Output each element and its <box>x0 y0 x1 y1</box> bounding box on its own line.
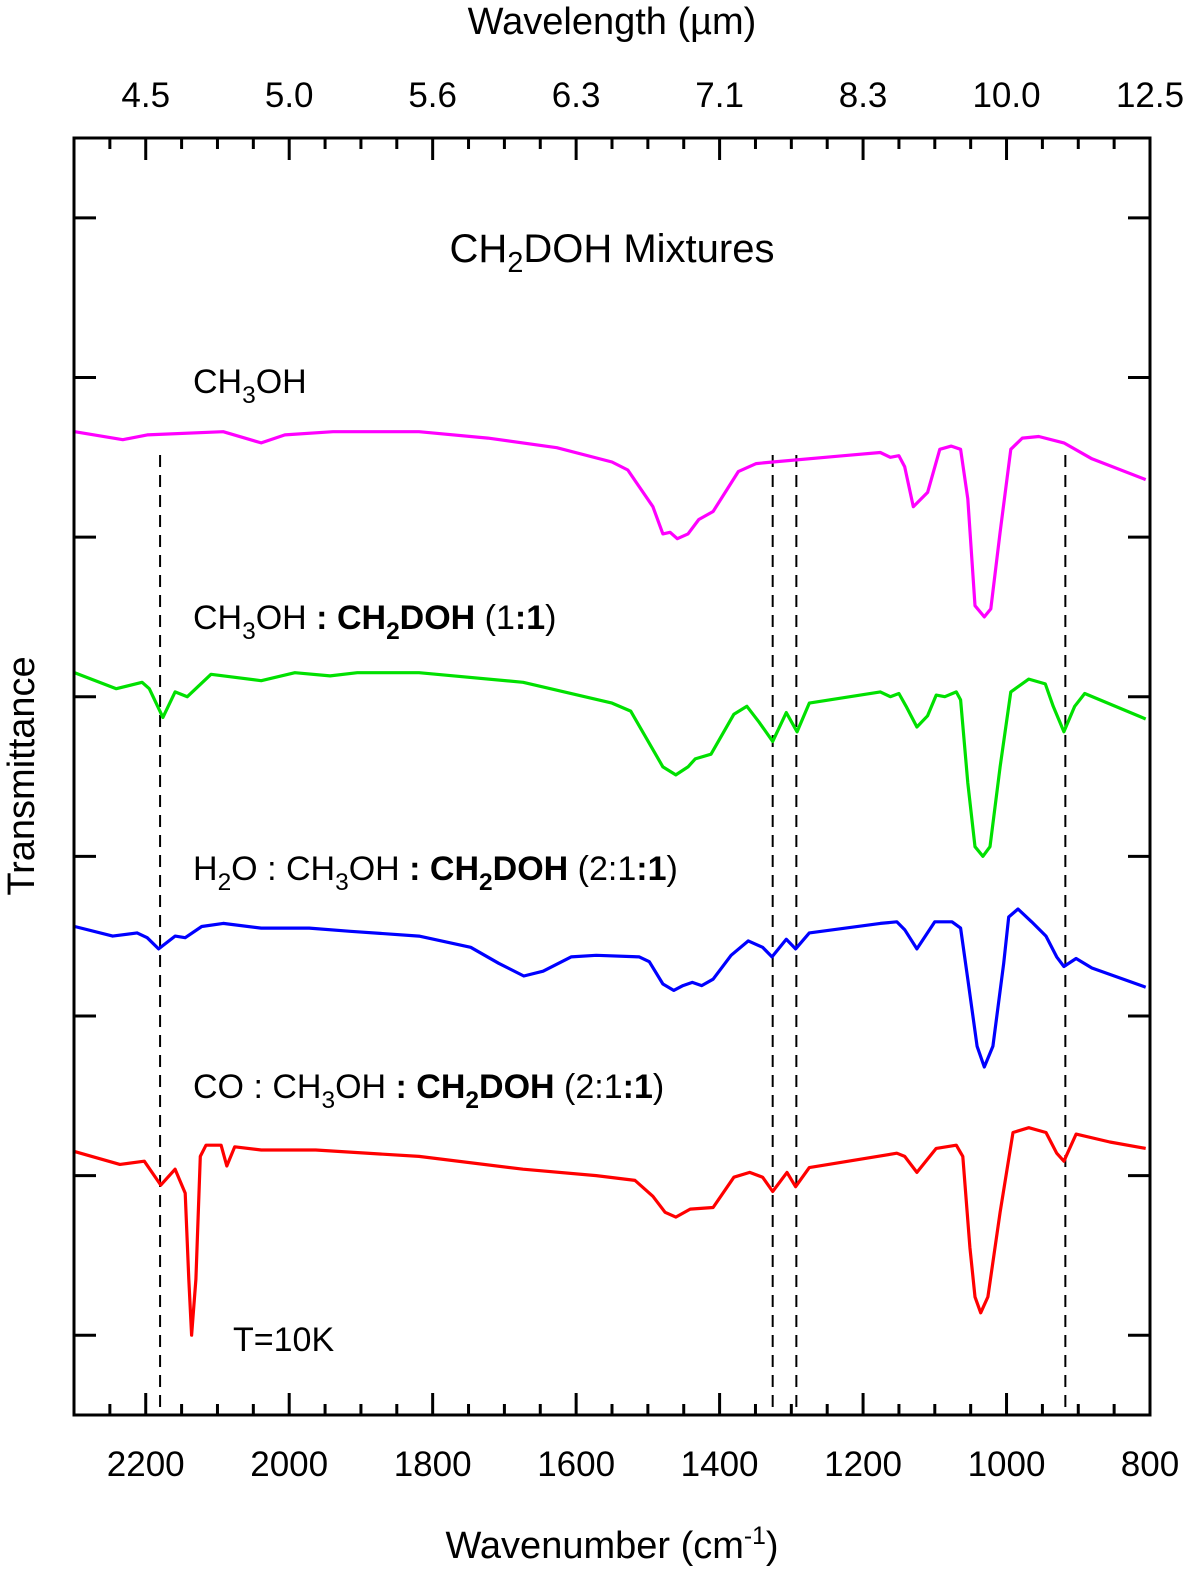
label-segment: 2 <box>465 1087 479 1114</box>
label-segment: DOH <box>479 1068 555 1106</box>
spectrum-line-3 <box>74 1126 1146 1337</box>
chart-title: CH2​DOH Mixtures <box>450 227 775 279</box>
x-tick-label: 1000 <box>968 1445 1046 1484</box>
label-segment: 2 <box>218 869 232 896</box>
x-tick-label: 2200 <box>107 1445 185 1484</box>
label-segment: CH <box>193 599 242 637</box>
label-segment: 2 <box>507 247 523 279</box>
axes <box>72 136 1152 1417</box>
x-tick-label: 1800 <box>394 1445 472 1484</box>
y-axis-title: Transmittance <box>1 656 43 895</box>
x2-tick-label: 7.1 <box>695 76 744 115</box>
label-segment: : CH <box>316 599 386 637</box>
label-segment: CH <box>193 363 242 401</box>
label-segment: : CH <box>396 1068 466 1106</box>
x-axis-title: Wavenumber (cm-1​) <box>445 1523 778 1567</box>
label-segment: ) <box>653 1068 664 1106</box>
x-tick-label: 1600 <box>537 1445 615 1484</box>
temperature-annotation: T=10K <box>233 1321 334 1359</box>
x-tick-label: 2000 <box>250 1445 328 1484</box>
x2-tick-label: 8.3 <box>839 76 888 115</box>
x2-tick-label: 6.3 <box>552 76 601 115</box>
spectrum-line-0 <box>74 430 1147 619</box>
label-segment: OH <box>256 599 316 637</box>
spectrum-line-1 <box>74 671 1147 858</box>
x-tick-label: 1200 <box>824 1445 902 1484</box>
label-segment: OH <box>335 1068 395 1106</box>
label-segment: 3 <box>321 1087 335 1114</box>
label-segment: (2:1 <box>555 1068 623 1106</box>
label-segment: (1 <box>475 599 515 637</box>
x-tick-label: 800 <box>1121 1445 1179 1484</box>
spectra-curves <box>74 430 1147 1337</box>
x2-tick-label: 4.5 <box>121 76 170 115</box>
label-segment: CO : CH <box>193 1068 321 1106</box>
label-segment: OH <box>349 850 409 888</box>
spectrum-line-2 <box>74 907 1147 1069</box>
label-segment: ) <box>766 1525 779 1567</box>
label-segment: :1 <box>636 850 666 888</box>
label-segment: 2 <box>386 618 400 645</box>
label-segment: 3 <box>242 618 256 645</box>
series-label-3: CO : CH3​OH : CH2​DOH (2:1:1) <box>193 1068 664 1114</box>
x2-tick-label: 10.0 <box>972 76 1040 115</box>
label-segment: : CH <box>409 850 479 888</box>
series-label-2: H2​O : CH3​OH : CH2​DOH (2:1:1) <box>193 850 678 896</box>
label-segment: -1 <box>744 1523 766 1550</box>
label-segment: 3 <box>242 382 256 409</box>
label-segment: CH <box>450 227 508 271</box>
label-segment: Wavenumber (cm <box>445 1525 743 1567</box>
label-segment: DOH <box>493 850 569 888</box>
label-segment: DOH <box>400 599 476 637</box>
label-segment: :1 <box>515 599 545 637</box>
plot-frame <box>72 136 1152 1417</box>
label-segment: ) <box>666 850 677 888</box>
x2-tick-label: 5.0 <box>265 76 314 115</box>
labels: Wavelength (µm) Transmittance T=10K 2200… <box>1 1 1184 1567</box>
x2-tick-label: 12.5 <box>1116 76 1184 115</box>
reference-lines <box>159 455 1067 1415</box>
label-segment: :1 <box>623 1068 653 1106</box>
label-segment: (2:1 <box>568 850 636 888</box>
x2-tick-label: 5.6 <box>408 76 457 115</box>
label-segment: DOH Mixtures <box>523 227 774 271</box>
label-segment: 2 <box>479 869 493 896</box>
x-tick-label: 1400 <box>681 1445 759 1484</box>
label-segment: H <box>193 850 218 888</box>
series-label-0: CH3​OH <box>193 363 307 409</box>
series-label-1: CH3​OH : CH2​DOH (1:1) <box>193 599 556 645</box>
top-axis-title: Wavelength (µm) <box>468 1 757 43</box>
label-segment: OH <box>256 363 307 401</box>
label-segment: O : CH <box>231 850 335 888</box>
label-segment: ) <box>545 599 556 637</box>
label-segment: 3 <box>335 869 349 896</box>
